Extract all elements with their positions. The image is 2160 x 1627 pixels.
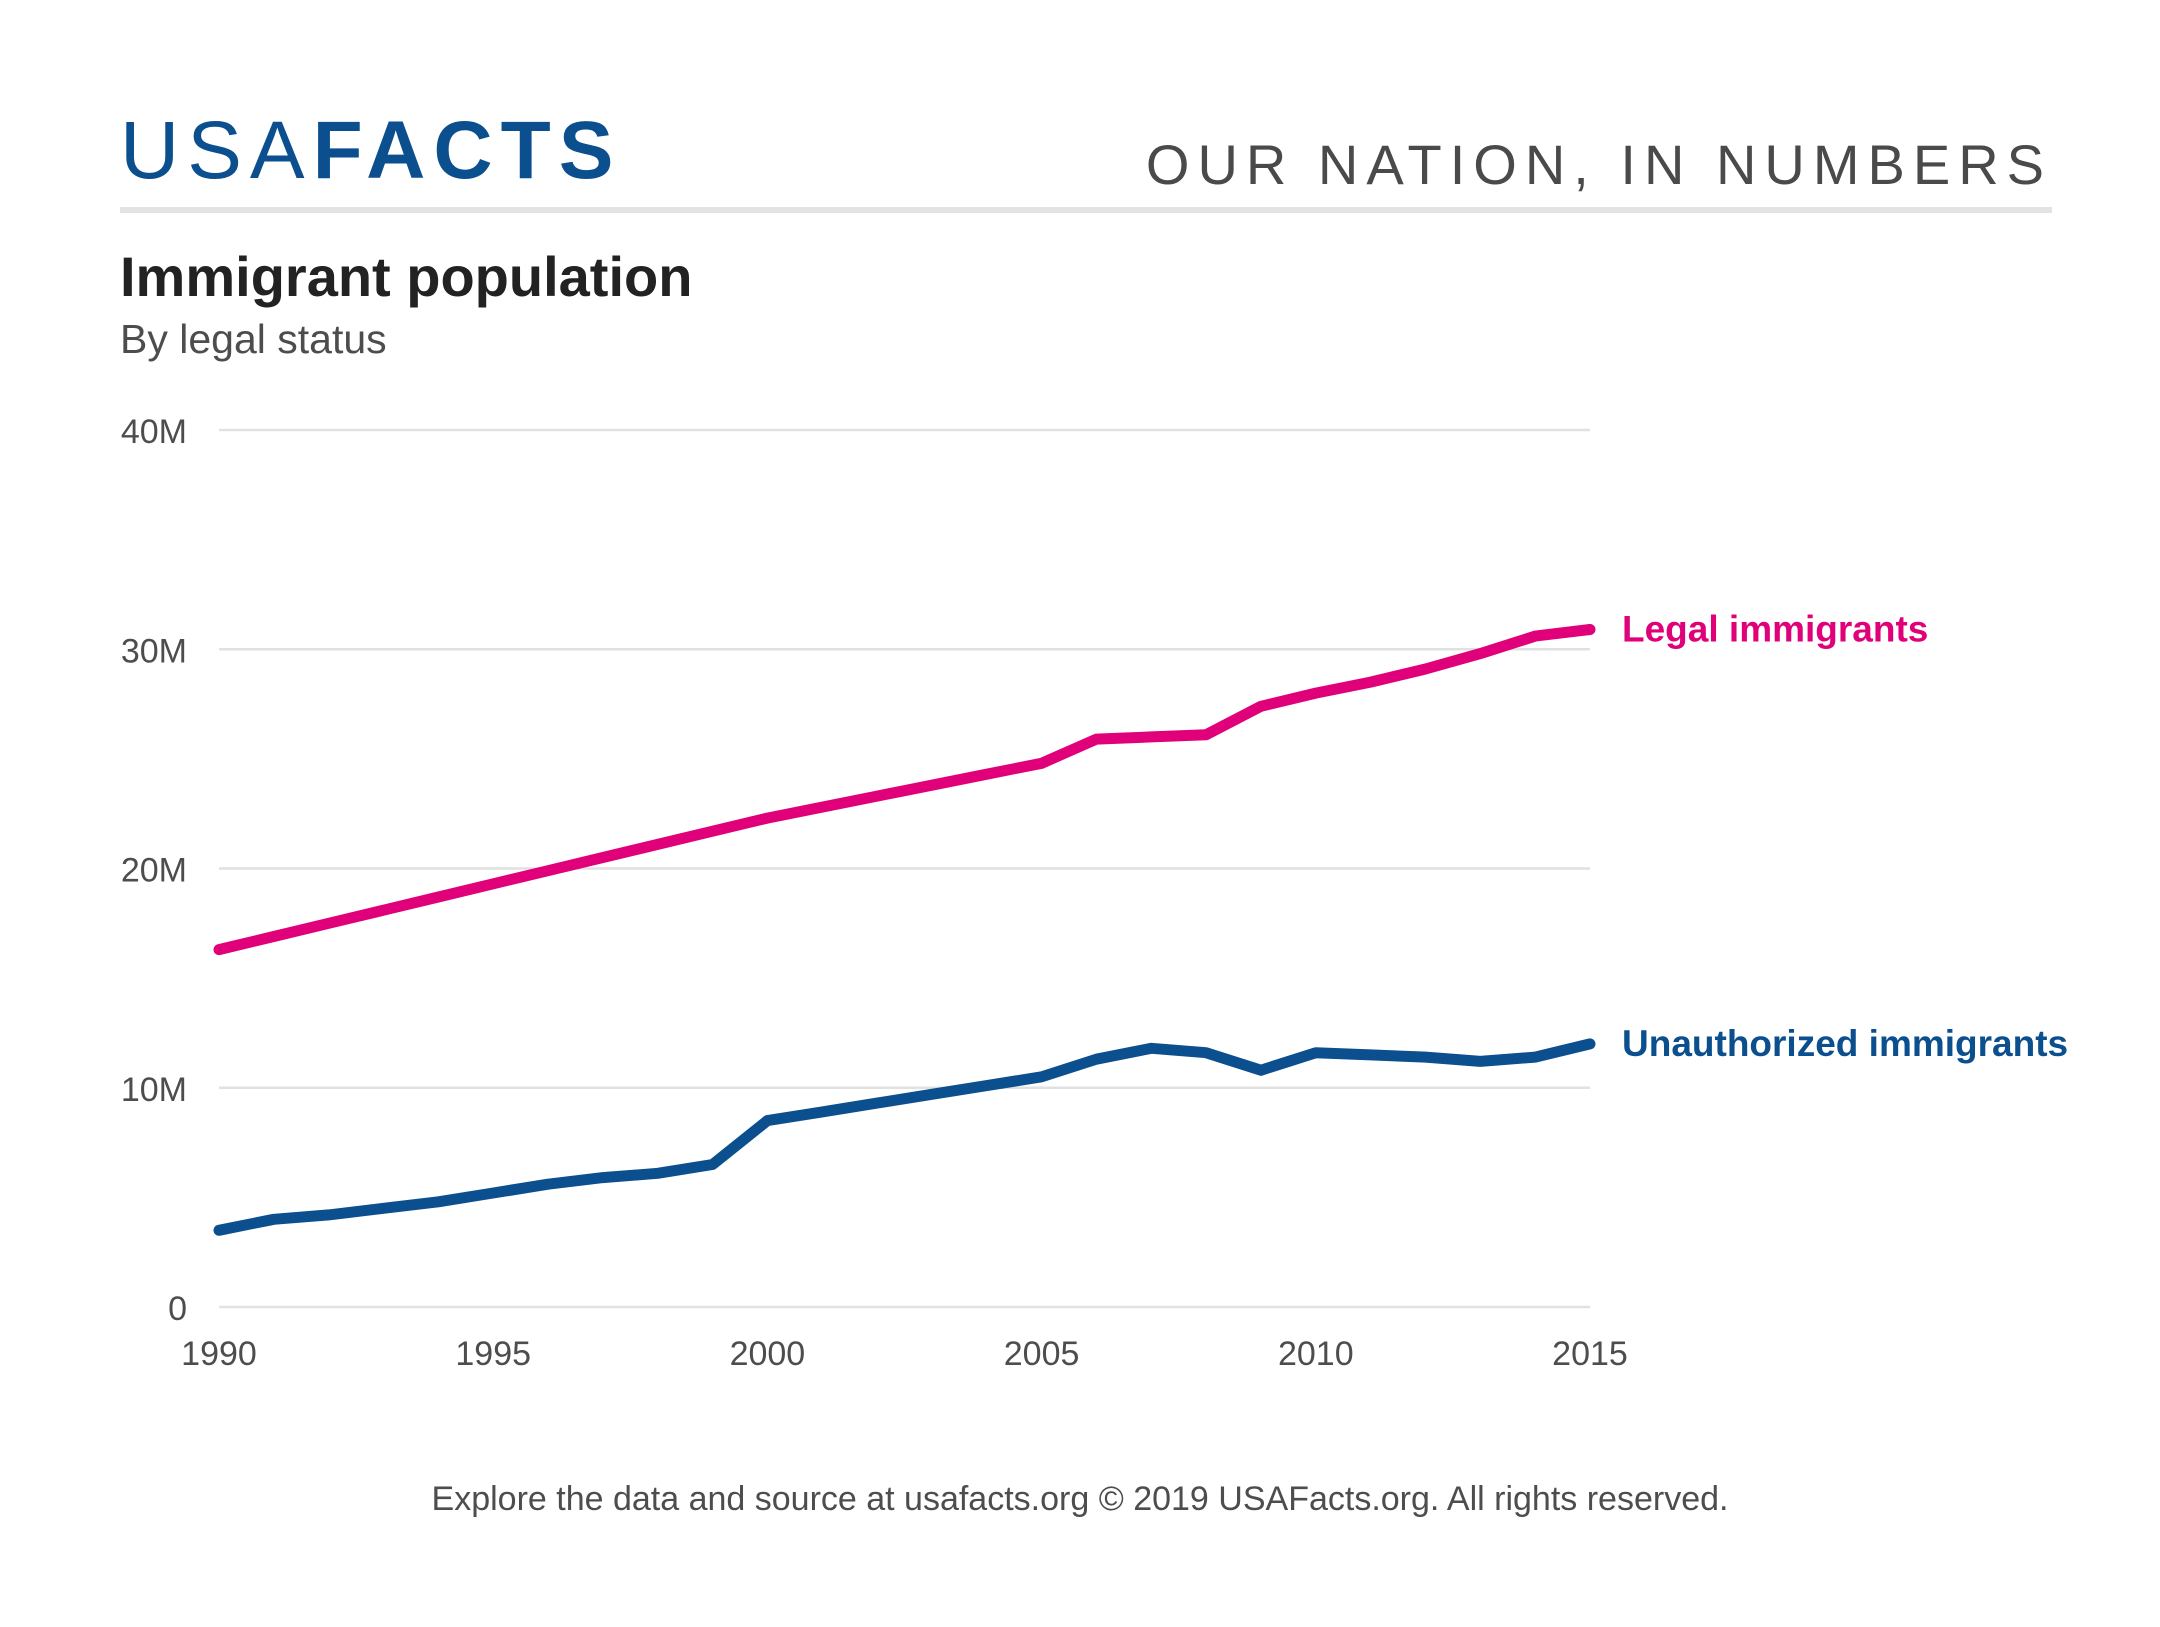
x-tick-label: 1995: [455, 1335, 531, 1373]
y-tick-label: 40M: [121, 413, 187, 451]
logo-light-text: USA: [120, 105, 313, 196]
x-tick-label: 1990: [181, 1335, 257, 1373]
header-divider: [120, 207, 2052, 213]
series-label-unauthorized-immigrants: Unauthorized immigrants: [1622, 1023, 2068, 1064]
series-line-legal-immigrants: [213, 624, 1596, 956]
chart-subtitle: By legal status: [120, 316, 387, 362]
chart-title: Immigrant population: [120, 245, 693, 308]
y-tick-label: 20M: [121, 852, 187, 890]
tagline: OUR NATION, IN NUMBERS: [1145, 133, 2052, 196]
usafacts-logo[interactable]: USAFACTS: [120, 110, 621, 192]
series-label-legal-immigrants: Legal immigrants: [1622, 609, 1928, 650]
x-tick-label: 2000: [730, 1335, 806, 1373]
y-tick-label: 0: [168, 1290, 187, 1328]
x-tick-label: 2015: [1552, 1335, 1628, 1373]
y-tick-label: 30M: [121, 632, 187, 670]
logo-bold-text: FACTS: [312, 105, 622, 196]
y-tick-label: 10M: [121, 1071, 187, 1109]
header: USAFACTS OUR NATION, IN NUMBERS: [120, 110, 2052, 210]
x-tick-label: 2005: [1004, 1335, 1080, 1373]
footer-credit: Explore the data and source at usafacts.…: [431, 1480, 1729, 1518]
series-line-unauthorized-immigrants: [213, 1038, 1596, 1236]
x-tick-label: 2010: [1278, 1335, 1354, 1373]
